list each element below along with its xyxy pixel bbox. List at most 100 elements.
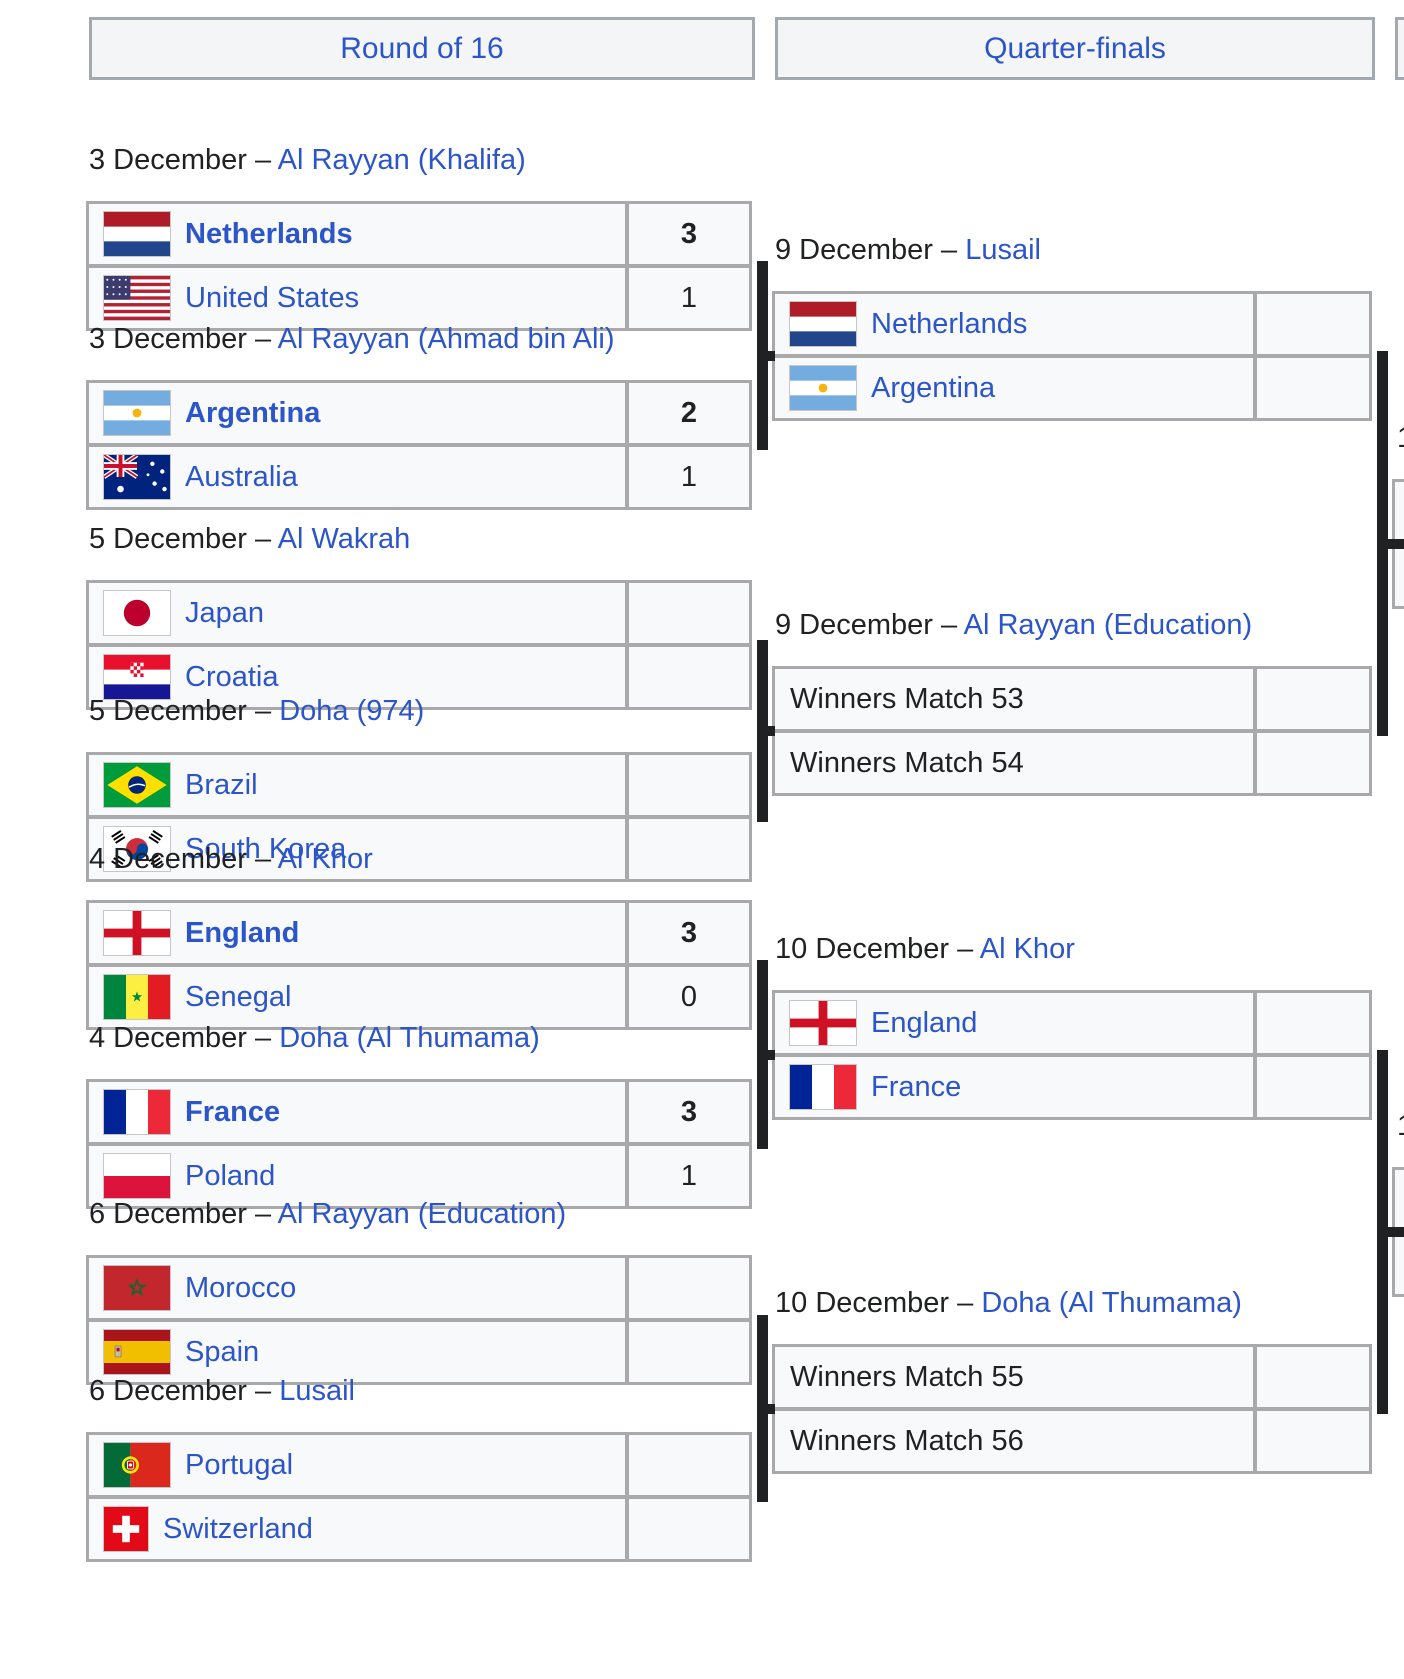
score-cell: 3	[629, 903, 749, 963]
venue-link[interactable]: Al Khor	[979, 933, 1075, 965]
column-header-quarter-finals[interactable]: Quarter-finals	[775, 17, 1375, 80]
match-date-line: 3 December – Al Rayyan (Khalifa)	[89, 142, 526, 179]
match-date: 5 December	[89, 523, 247, 555]
team-link[interactable]: Croatia	[185, 660, 279, 693]
team-link[interactable]: Argentina	[871, 371, 996, 404]
score-cell	[1257, 294, 1369, 354]
score-cell	[629, 1322, 749, 1382]
team-link[interactable]: Netherlands	[185, 217, 353, 250]
venue-link[interactable]: Al Khor	[277, 843, 373, 875]
score-cell: 1	[629, 447, 749, 507]
team-link[interactable]: Morocco	[185, 1271, 297, 1304]
date-dash: –	[949, 1287, 982, 1319]
england-flag-icon	[104, 911, 170, 955]
croatia-flag-icon	[104, 655, 170, 699]
match-date: 5 December	[89, 695, 247, 727]
team-cell: Winners Match 55	[775, 1347, 1253, 1407]
date-dash: –	[246, 695, 280, 727]
score-cell	[629, 647, 749, 707]
team-link[interactable]: Portugal	[185, 1448, 294, 1481]
brazil-flag-icon	[104, 763, 170, 807]
date-dash: –	[246, 843, 278, 875]
venue-link[interactable]: Al Wakrah	[277, 523, 411, 555]
england-flag-icon	[790, 1001, 856, 1045]
team-link[interactable]: Netherlands	[871, 307, 1028, 340]
argentina-flag-icon	[790, 366, 856, 410]
team-link[interactable]: Poland	[185, 1159, 276, 1192]
switzerland-flag-icon	[104, 1507, 148, 1551]
team-link[interactable]: Spain	[185, 1335, 260, 1368]
score-cell	[629, 1499, 749, 1559]
team-cell	[1395, 482, 1404, 542]
team-link[interactable]: France	[871, 1070, 962, 1103]
score-cell	[1257, 733, 1369, 793]
match-table: Netherlands 3 United States 1	[86, 201, 752, 331]
match-date: 9 December	[775, 234, 933, 266]
france-flag-icon	[104, 1090, 170, 1134]
date-dash: –	[246, 523, 278, 555]
score-cell	[1257, 993, 1369, 1053]
date-dash: –	[949, 933, 980, 965]
team-cell	[1395, 1234, 1404, 1294]
score-cell	[1257, 1411, 1369, 1471]
date-dash: –	[932, 609, 964, 641]
team-link[interactable]: Senegal	[185, 980, 292, 1013]
score-cell	[629, 819, 749, 879]
team-link[interactable]: South Korea	[185, 832, 347, 865]
venue-link[interactable]: Al Rayyan (Education)	[963, 609, 1253, 641]
team-cell: Argentina	[89, 383, 625, 443]
united-states-flag-icon	[104, 276, 170, 320]
match-date-line: 9 December – Lusail	[775, 232, 1041, 269]
team-link[interactable]: Brazil	[185, 768, 258, 801]
match-date-line: 4 December – Al Khor	[89, 841, 373, 878]
venue-link[interactable]: Doha (Al Thumama)	[981, 1287, 1242, 1319]
team-link[interactable]: Switzerland	[163, 1512, 313, 1545]
match-table: Argentina 2 Australia 1	[86, 380, 752, 510]
team-cell: France	[775, 1057, 1253, 1117]
match-date-line: 4 December – Doha (Al Thumama)	[89, 1020, 540, 1057]
r16-to-qf-stub	[757, 1404, 775, 1414]
placeholder-label: Winners Match 56	[790, 1424, 1024, 1457]
match-date-line: 6 December – Lusail	[89, 1373, 355, 1410]
column-header-round-of-16[interactable]: Round of 16	[89, 17, 755, 80]
match-table: Japan Croatia	[86, 580, 752, 710]
qf-pair-connector	[1377, 351, 1388, 736]
poland-flag-icon	[104, 1154, 170, 1198]
australia-flag-icon	[104, 455, 170, 499]
team-link[interactable]: Japan	[185, 596, 265, 629]
team-cell: Netherlands	[775, 294, 1253, 354]
match-table: Netherlands Argentina	[772, 291, 1372, 421]
score-cell	[629, 1258, 749, 1318]
score-cell: 1	[629, 268, 749, 328]
r16-to-qf-stub	[757, 726, 775, 736]
semi-final-date-fragment: 1	[1397, 420, 1404, 457]
team-link[interactable]: United States	[185, 281, 360, 314]
match-date-line: 5 December – Doha (974)	[89, 693, 424, 730]
venue-link[interactable]: Doha (Al Thumama)	[279, 1022, 540, 1054]
venue-link[interactable]: Al Rayyan (Education)	[277, 1198, 567, 1230]
score-cell	[1257, 669, 1369, 729]
team-link[interactable]: England	[871, 1006, 978, 1039]
team-link[interactable]: France	[185, 1095, 281, 1128]
score-cell	[1257, 358, 1369, 418]
team-cell	[1395, 1170, 1404, 1230]
date-dash: –	[932, 234, 966, 266]
match-date-line: 9 December – Al Rayyan (Education)	[775, 607, 1252, 644]
venue-link[interactable]: Lusail	[965, 234, 1041, 266]
score-cell	[629, 1435, 749, 1495]
match-date-line: 3 December – Al Rayyan (Ahmad bin Ali)	[89, 321, 615, 358]
team-link[interactable]: England	[185, 916, 300, 949]
venue-link[interactable]: Al Rayyan (Ahmad bin Ali)	[277, 323, 615, 355]
team-link[interactable]: Australia	[185, 460, 298, 493]
team-cell: Netherlands	[89, 204, 625, 264]
venue-link[interactable]: Al Rayyan (Khalifa)	[277, 144, 526, 176]
team-link[interactable]: Argentina	[185, 396, 321, 429]
match-date-line: 5 December – Al Wakrah	[89, 521, 410, 558]
score-cell	[1257, 1057, 1369, 1117]
score-cell: 2	[629, 383, 749, 443]
score-cell: 3	[629, 1082, 749, 1142]
team-cell: Brazil	[89, 755, 625, 815]
venue-link[interactable]: Doha (974)	[279, 695, 425, 727]
venue-link[interactable]: Lusail	[279, 1375, 355, 1407]
match-date: 10 December	[775, 933, 950, 965]
